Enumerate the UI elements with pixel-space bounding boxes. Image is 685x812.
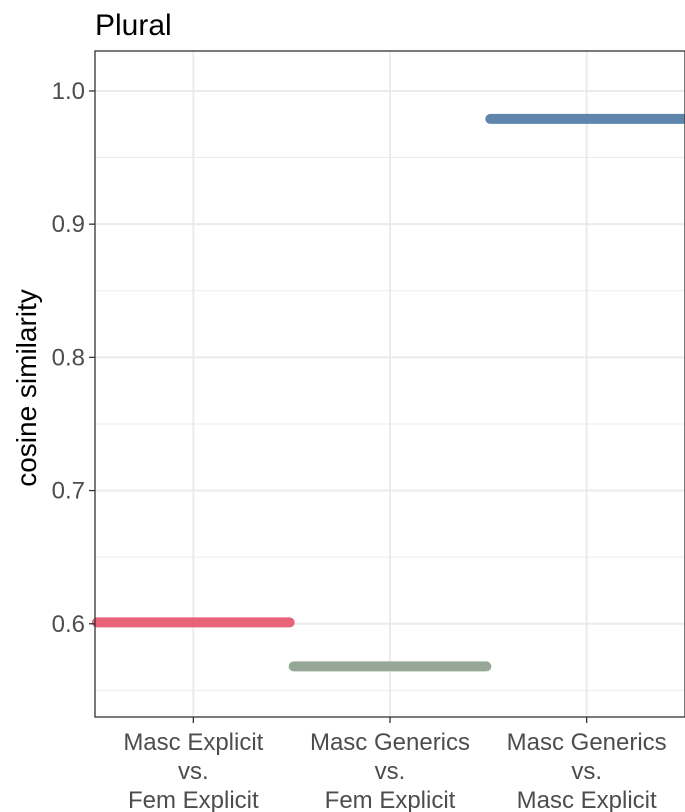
x-tick-label: vs. xyxy=(375,758,406,785)
x-tick-label: Masc Generics xyxy=(310,729,470,756)
x-tick-label: Masc Explicit xyxy=(517,787,657,812)
y-tick-label: 0.7 xyxy=(52,478,85,505)
y-tick-label: 0.6 xyxy=(52,611,85,638)
x-tick-label: Fem Explicit xyxy=(325,787,456,812)
x-tick-label: Masc Explicit xyxy=(123,729,263,756)
x-tick-label: vs. xyxy=(178,758,209,785)
y-axis-title: cosine similarity xyxy=(11,289,42,487)
x-tick-label: vs. xyxy=(571,758,602,785)
x-tick-label: Fem Explicit xyxy=(128,787,259,812)
x-tick-label: Masc Generics xyxy=(507,729,667,756)
y-tick-label: 0.8 xyxy=(52,344,85,371)
chart-title: Plural xyxy=(95,9,172,42)
y-tick-label: 0.9 xyxy=(52,211,85,238)
y-tick-label: 1.0 xyxy=(52,78,85,105)
